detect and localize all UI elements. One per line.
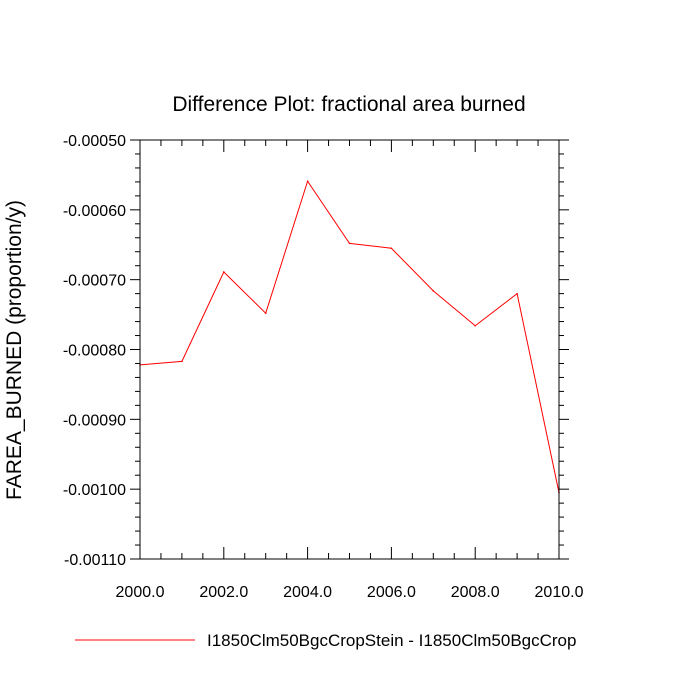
series-point <box>390 247 393 250</box>
y-tick-label: -0.00080 <box>63 343 126 360</box>
tick-labels: 2000.0 2002.0 2004.0 2006.0 2008.0 2010.0 -0.0… <box>63 133 584 601</box>
series-layer <box>139 180 560 494</box>
y-tick-label: -0.00050 <box>63 133 126 150</box>
legend: I1850Clm50BgcCropStein - I1850Clm50BgcCr… <box>75 631 576 650</box>
x-tick-label: 2004.0 <box>283 584 332 601</box>
series-point <box>432 290 435 292</box>
y-tick-label: -0.00060 <box>63 203 126 220</box>
axis-ticks <box>130 139 569 560</box>
series-line <box>139 180 560 493</box>
series-point <box>223 271 225 273</box>
x-tick-label: 2000.0 <box>116 584 165 601</box>
legend-label: I1850Clm50BgcCropStein - I1850Clm50BgcCr… <box>207 631 576 650</box>
y-axis-label: FAREA_BURNED (proportion/y) <box>3 200 26 500</box>
series-point <box>306 180 309 183</box>
x-tick-label: 2002.0 <box>199 584 248 601</box>
y-tick-label: -0.00090 <box>63 412 126 429</box>
series-point <box>264 312 267 314</box>
x-tick-label: 2008.0 <box>451 584 500 601</box>
series-point <box>348 242 351 245</box>
series-point <box>181 360 183 363</box>
y-tick-label: -0.00070 <box>63 273 126 290</box>
y-tick-label: -0.00100 <box>63 482 126 499</box>
x-tick-label: 2006.0 <box>367 584 416 601</box>
chart-title: Difference Plot: fractional area burned <box>172 93 525 116</box>
y-tick-label: -0.00110 <box>64 552 126 569</box>
x-tick-label: 2010.0 <box>535 584 584 601</box>
series-point <box>516 292 518 295</box>
plot-frame <box>139 139 560 560</box>
series-point <box>474 324 477 327</box>
